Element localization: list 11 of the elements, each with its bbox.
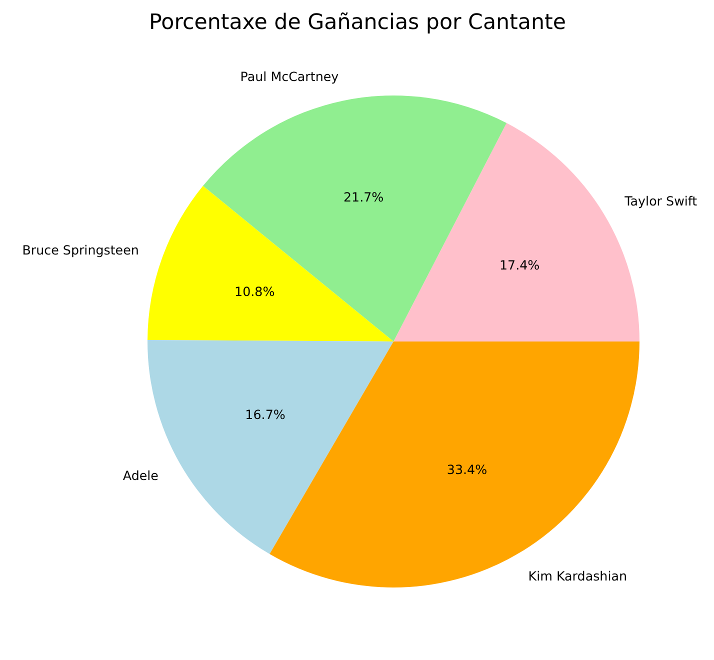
- data-label: 16.7%: [245, 407, 286, 422]
- slice-label: Kim Kardashian: [528, 568, 627, 584]
- data-label: 17.4%: [499, 257, 540, 272]
- slice-label: Adele: [122, 468, 159, 484]
- slice-label: Taylor Swift: [624, 193, 698, 208]
- chart-title: Porcentaxe de Gañancias por Cantante: [149, 10, 566, 35]
- data-label: 21.7%: [343, 189, 384, 204]
- data-label: 10.8%: [234, 284, 275, 299]
- slice-label: Paul McCartney: [240, 69, 340, 84]
- slice-label: Bruce Springsteen: [22, 242, 139, 258]
- data-label: 33.4%: [446, 462, 488, 477]
